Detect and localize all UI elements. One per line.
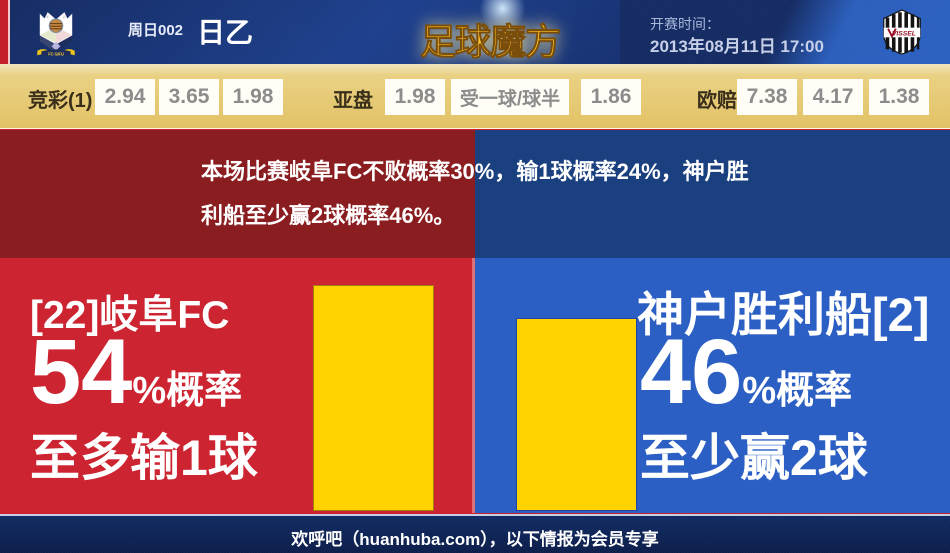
svg-text:VISSEL: VISSEL — [892, 30, 916, 37]
svg-text:年: 年 — [46, 15, 49, 19]
svg-text:府: 府 — [63, 15, 66, 19]
svg-text:FC GIFU: FC GIFU — [48, 52, 64, 57]
